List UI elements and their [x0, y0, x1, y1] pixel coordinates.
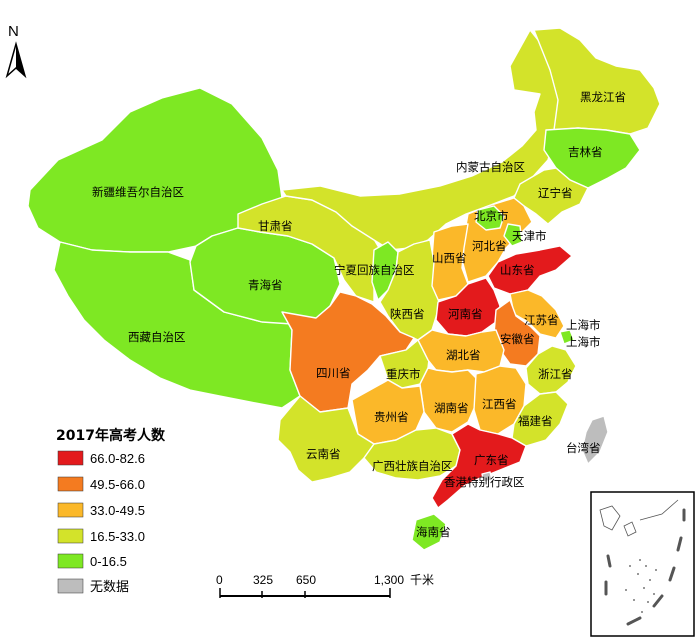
label-beijing: 北京市 [474, 209, 509, 223]
label-taiwan: 台湾省 [566, 441, 601, 455]
label-shandong: 山东省 [500, 263, 535, 277]
legend-item: 49.5-66.0 [57, 476, 145, 492]
south-china-sea-inset [590, 491, 695, 637]
label-chongqing: 重庆市 [386, 367, 421, 381]
label-jiangsu: 江苏省 [524, 313, 559, 327]
legend-item: 无数据 [57, 578, 129, 594]
province-heilongjiang[interactable] [533, 27, 661, 135]
legend-swatch [57, 578, 84, 594]
province-beijing[interactable] [475, 205, 505, 231]
label-henan: 河南省 [448, 307, 483, 321]
north-label: N [8, 23, 19, 40]
label-sichuan: 四川省 [316, 366, 351, 380]
legend-label: 无数据 [90, 579, 129, 594]
legend-swatch [57, 553, 84, 569]
label-hong-kong: 香港特别行政区 [444, 475, 525, 489]
label-inner-mongolia: 内蒙古自治区 [456, 160, 525, 174]
legend-item: 0-16.5 [57, 553, 127, 569]
label-hubei: 湖北省 [446, 348, 481, 362]
legend-label: 16.5-33.0 [90, 529, 145, 544]
province-guangdong[interactable] [431, 423, 527, 509]
legend-swatch [57, 450, 84, 466]
label-tibet: 西藏自治区 [128, 330, 186, 344]
label-hainan: 海南省 [416, 525, 451, 539]
label-hunan: 湖南省 [434, 401, 469, 415]
label-hebei: 河北省 [472, 239, 507, 253]
scale-bar-line [219, 588, 391, 598]
label-tianjin: 天津市 [512, 229, 547, 243]
legend-title: 2017年高考人数 [56, 427, 166, 444]
province-jilin[interactable] [543, 127, 641, 189]
label-gansu: 甘肃省 [258, 219, 293, 233]
label-ningxia: 宁夏回族自治区 [334, 263, 415, 277]
province-yunnan[interactable] [277, 395, 375, 483]
label-xinjiang: 新疆维吾尔自治区 [92, 185, 184, 199]
label-fujian: 福建省 [518, 414, 553, 428]
scale-tick-label: 1,300 [374, 573, 404, 587]
label-jiangxi: 江西省 [482, 397, 517, 411]
legend: 2017年高考人数 66.0-82.6 49.5-66.0 33.0-49.5 … [56, 427, 166, 594]
label-shanghai-1: 上海市 [566, 318, 601, 332]
province-tianjin[interactable] [503, 223, 523, 247]
label-heilongjiang: 黑龙江省 [580, 90, 626, 104]
label-jilin: 吉林省 [568, 145, 603, 159]
province-layer [27, 27, 661, 551]
label-guizhou: 贵州省 [374, 410, 409, 424]
legend-label: 33.0-49.5 [90, 503, 145, 518]
label-yunnan: 云南省 [306, 447, 341, 461]
province-shandong[interactable] [487, 245, 573, 295]
label-guangdong: 广东省 [474, 453, 509, 467]
province-zhejiang[interactable] [525, 345, 577, 395]
scale-bar: 0 325 650 1,300 千米 [216, 573, 434, 598]
scale-tick-label: 325 [253, 573, 273, 587]
label-shanxi: 山西省 [432, 251, 467, 265]
north-arrow-icon: N [5, 23, 27, 79]
legend-item: 33.0-49.5 [57, 502, 145, 518]
legend-item: 16.5-33.0 [57, 528, 145, 544]
province-hainan[interactable] [411, 513, 447, 551]
label-guangxi: 广西壮族自治区 [372, 459, 453, 473]
scale-tick-label: 0 [216, 573, 223, 587]
scale-unit: 千米 [410, 573, 434, 587]
legend-label: 49.5-66.0 [90, 477, 145, 492]
province-hong-kong[interactable] [481, 471, 493, 483]
label-liaoning: 辽宁省 [538, 186, 573, 200]
legend-swatch [57, 502, 84, 518]
province-shanghai[interactable] [559, 329, 575, 345]
legend-swatch [57, 476, 84, 492]
label-qinghai: 青海省 [248, 278, 283, 292]
label-zhejiang: 浙江省 [538, 367, 573, 381]
province-hunan[interactable] [419, 367, 479, 433]
label-shaanxi: 陕西省 [390, 307, 425, 321]
legend-swatch [57, 528, 84, 544]
scale-tick-label: 650 [296, 573, 316, 587]
label-shanghai-2: 上海市 [566, 335, 601, 349]
legend-label: 0-16.5 [90, 554, 127, 569]
legend-label: 66.0-82.6 [90, 451, 145, 466]
province-labels: 新疆维吾尔自治区 西藏自治区 青海省 甘肃省 内蒙古自治区 黑龙江省 吉林省 辽… [92, 90, 626, 539]
legend-item: 66.0-82.6 [57, 450, 145, 466]
label-anhui: 安徽省 [500, 332, 535, 346]
province-taiwan[interactable] [581, 415, 609, 465]
